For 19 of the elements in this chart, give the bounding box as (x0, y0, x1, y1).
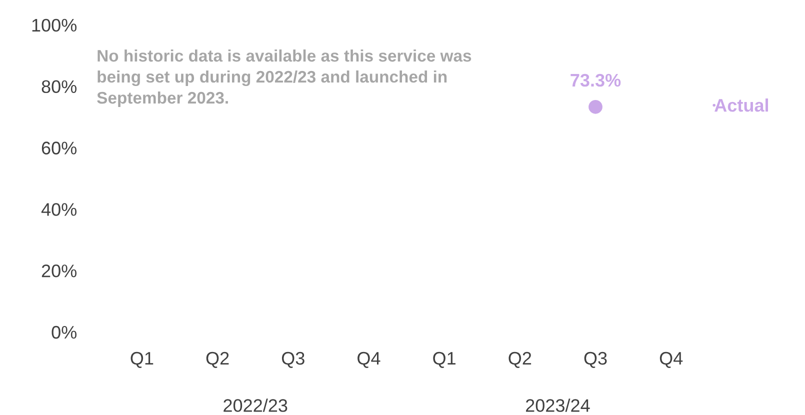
data-label: 73.3% (570, 74, 621, 87)
y-tick-label: 0% (52, 326, 77, 339)
x-tick-label: Q3 (584, 352, 607, 368)
text: 2022/23 (224, 398, 288, 412)
x-tick-label: Q3 (282, 352, 304, 368)
y-tick-label: 80% (42, 80, 77, 94)
x-tick-label: Q2 (508, 352, 532, 368)
x-tick-label: Q2 (206, 352, 229, 368)
x-tick-label: Q1 (433, 352, 456, 368)
y-tick-label: 20% (42, 264, 77, 278)
x-tick-label: Q4 (358, 352, 380, 368)
y-tick-label: 60% (42, 142, 77, 154)
text: 2023/24 (526, 398, 590, 412)
annotation: No historic data is available as this service was being set up during 2022/23 and launched in September 2023. (97, 49, 472, 108)
y-tick-label: 40% (41, 203, 77, 216)
x-tick-label: Q1 (130, 352, 154, 368)
legend-label: Actual (714, 98, 768, 112)
x-tick-label: Q4 (660, 352, 683, 368)
y-tick-label: 100% (32, 18, 77, 32)
